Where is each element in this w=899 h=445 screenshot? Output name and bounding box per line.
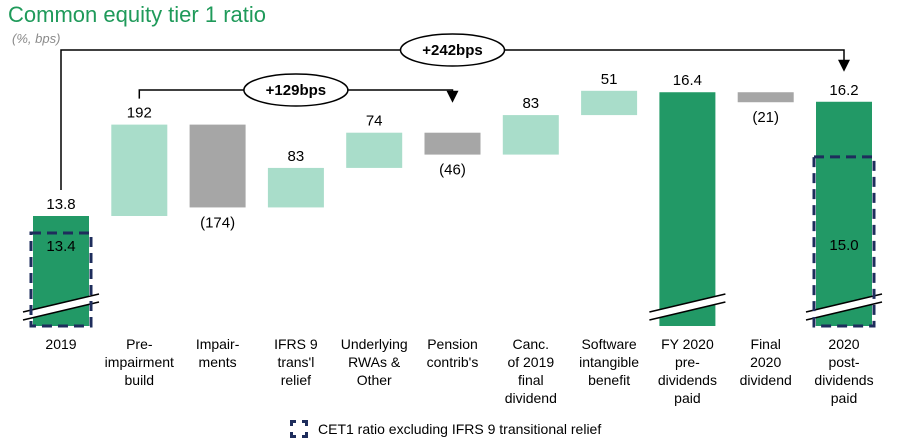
chart-title: Common equity tier 1 ratio <box>8 2 266 27</box>
annotation-label-2: +242bps <box>422 42 482 59</box>
annotation-ellipse-1 <box>243 73 349 107</box>
category-label-5-line-1: Underlying <box>341 336 408 352</box>
relief-box-1 <box>29 231 93 328</box>
category-label-8-line-3: benefit <box>588 372 630 388</box>
category-label-6-line-1: Pension <box>427 336 478 352</box>
bar-5-increase <box>346 132 403 168</box>
annotation-arrowhead-1 <box>446 90 459 103</box>
annotation-label-1: +129bps <box>266 82 326 99</box>
data-label-11: 16.2 <box>829 82 858 99</box>
category-label-4-line-1: IFRS 9 <box>274 336 318 352</box>
chart-legend: CET1 ratio excluding IFRS 9 transitional… <box>290 420 601 438</box>
data-label-9: 16.4 <box>673 72 702 89</box>
relief-box-2 <box>812 155 876 328</box>
bar-4-increase <box>267 167 324 208</box>
category-label-10-line-1: Final <box>751 336 781 352</box>
bar-7-increase <box>502 115 559 155</box>
axis-break-11 <box>806 294 882 320</box>
category-label-5-line-2: RWAs & <box>348 354 401 370</box>
data-label-4: 83 <box>288 148 305 165</box>
legend-label: CET1 ratio excluding IFRS 9 transitional… <box>318 421 602 437</box>
annotation-arrowhead-2 <box>838 59 850 72</box>
category-label-4-line-2: trans'l <box>277 354 314 370</box>
axis-break-9 <box>649 294 726 320</box>
axis-break-line-top-9 <box>649 293 726 313</box>
category-label-8-line-1: Software <box>581 336 636 352</box>
category-label-11-line-2: post- <box>828 354 859 370</box>
category-label-11-line-1: 2020 <box>828 336 859 352</box>
category-label-2-line-2: impairment <box>105 354 174 370</box>
bar-9-total <box>659 92 716 327</box>
category-label-9-line-3: dividends <box>658 372 717 388</box>
bar-8-increase <box>581 90 638 116</box>
category-label-10-line-2: 2020 <box>750 354 781 370</box>
category-label-2-line-1: Pre- <box>126 336 153 352</box>
category-label-1-line-1: 2019 <box>45 336 76 352</box>
axis-break-line-top-11 <box>805 293 883 313</box>
relief-label-2: 15.0 <box>829 237 858 254</box>
category-label-3-line-2: ments <box>199 354 237 370</box>
data-label-5: 74 <box>366 113 383 130</box>
category-label-2-line-3: build <box>125 372 155 388</box>
axis-break-line-bottom-9 <box>649 301 726 321</box>
annotation-ellipse-2 <box>399 33 506 67</box>
data-label-7: 83 <box>522 95 539 112</box>
category-label-10-line-3: dividend <box>740 372 792 388</box>
data-label-8: 51 <box>601 71 618 88</box>
category-label-9-line-2: pre- <box>675 354 700 370</box>
category-label-3-line-1: Impair- <box>196 336 240 352</box>
bar-3-decrease <box>189 124 246 208</box>
category-label-4-line-3: relief <box>281 372 311 388</box>
axis-break-line-bottom-11 <box>805 301 883 321</box>
category-label-8-line-2: intangible <box>579 354 639 370</box>
bar-11-total <box>816 101 872 326</box>
axis-break-1 <box>23 294 99 320</box>
category-label-7-line-1: Canc. <box>513 336 550 352</box>
category-label-7-line-4: dividend <box>505 390 557 406</box>
bar-2-increase <box>111 124 168 216</box>
category-label-9-line-4: paid <box>674 390 700 406</box>
bar-6-decrease <box>424 132 481 155</box>
data-label-10: (21) <box>752 109 779 126</box>
category-label-11-line-3: dividends <box>814 372 873 388</box>
legend-dashed-box-icon <box>290 420 308 438</box>
category-label-5-line-3: Other <box>357 372 392 388</box>
bar-10-decrease <box>737 92 794 103</box>
data-label-2: 192 <box>127 105 152 122</box>
relief-label-1: 13.4 <box>46 238 75 255</box>
chart-subtitle: (%, bps) <box>12 31 61 46</box>
category-label-11-line-4: paid <box>831 390 857 406</box>
axis-break-line-bottom-1 <box>22 301 100 321</box>
category-label-7-line-3: final <box>518 372 544 388</box>
data-label-3: (174) <box>200 214 235 231</box>
data-label-6: (46) <box>439 162 466 179</box>
axis-break-line-top-1 <box>22 293 100 313</box>
category-label-7-line-2: of 2019 <box>507 354 554 370</box>
data-label-1: 13.8 <box>46 196 75 213</box>
category-label-6-line-2: contrib's <box>427 354 479 370</box>
category-label-9-line-1: FY 2020 <box>661 336 714 352</box>
